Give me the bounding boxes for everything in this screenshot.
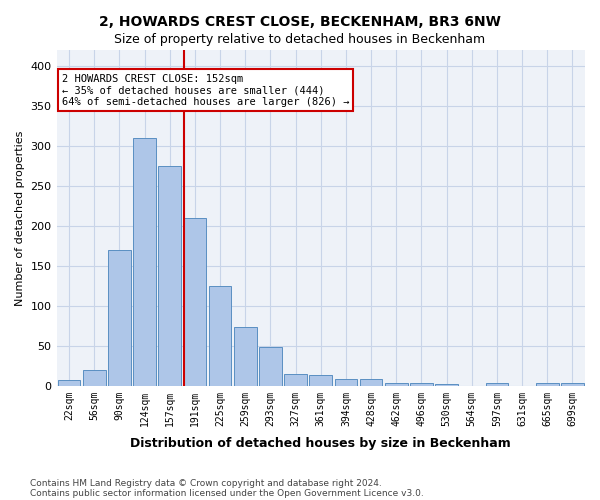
Bar bbox=[536, 382, 559, 386]
Bar bbox=[209, 286, 232, 386]
Bar bbox=[108, 250, 131, 386]
Text: Contains HM Land Registry data © Crown copyright and database right 2024.: Contains HM Land Registry data © Crown c… bbox=[30, 478, 382, 488]
X-axis label: Distribution of detached houses by size in Beckenham: Distribution of detached houses by size … bbox=[130, 437, 511, 450]
Bar bbox=[58, 380, 80, 386]
Bar bbox=[385, 384, 407, 386]
Y-axis label: Number of detached properties: Number of detached properties bbox=[15, 130, 25, 306]
Bar bbox=[485, 382, 508, 386]
Bar bbox=[335, 380, 357, 386]
Bar bbox=[184, 218, 206, 386]
Text: Size of property relative to detached houses in Beckenham: Size of property relative to detached ho… bbox=[115, 32, 485, 46]
Text: 2, HOWARDS CREST CLOSE, BECKENHAM, BR3 6NW: 2, HOWARDS CREST CLOSE, BECKENHAM, BR3 6… bbox=[99, 15, 501, 29]
Bar bbox=[410, 384, 433, 386]
Text: 2 HOWARDS CREST CLOSE: 152sqm
← 35% of detached houses are smaller (444)
64% of : 2 HOWARDS CREST CLOSE: 152sqm ← 35% of d… bbox=[62, 74, 349, 106]
Bar bbox=[360, 380, 382, 386]
Bar bbox=[234, 326, 257, 386]
Text: Contains public sector information licensed under the Open Government Licence v3: Contains public sector information licen… bbox=[30, 488, 424, 498]
Bar bbox=[435, 384, 458, 386]
Bar bbox=[158, 166, 181, 386]
Bar bbox=[133, 138, 156, 386]
Bar bbox=[310, 374, 332, 386]
Bar bbox=[561, 384, 584, 386]
Bar bbox=[83, 370, 106, 386]
Bar bbox=[259, 348, 282, 386]
Bar bbox=[284, 374, 307, 386]
